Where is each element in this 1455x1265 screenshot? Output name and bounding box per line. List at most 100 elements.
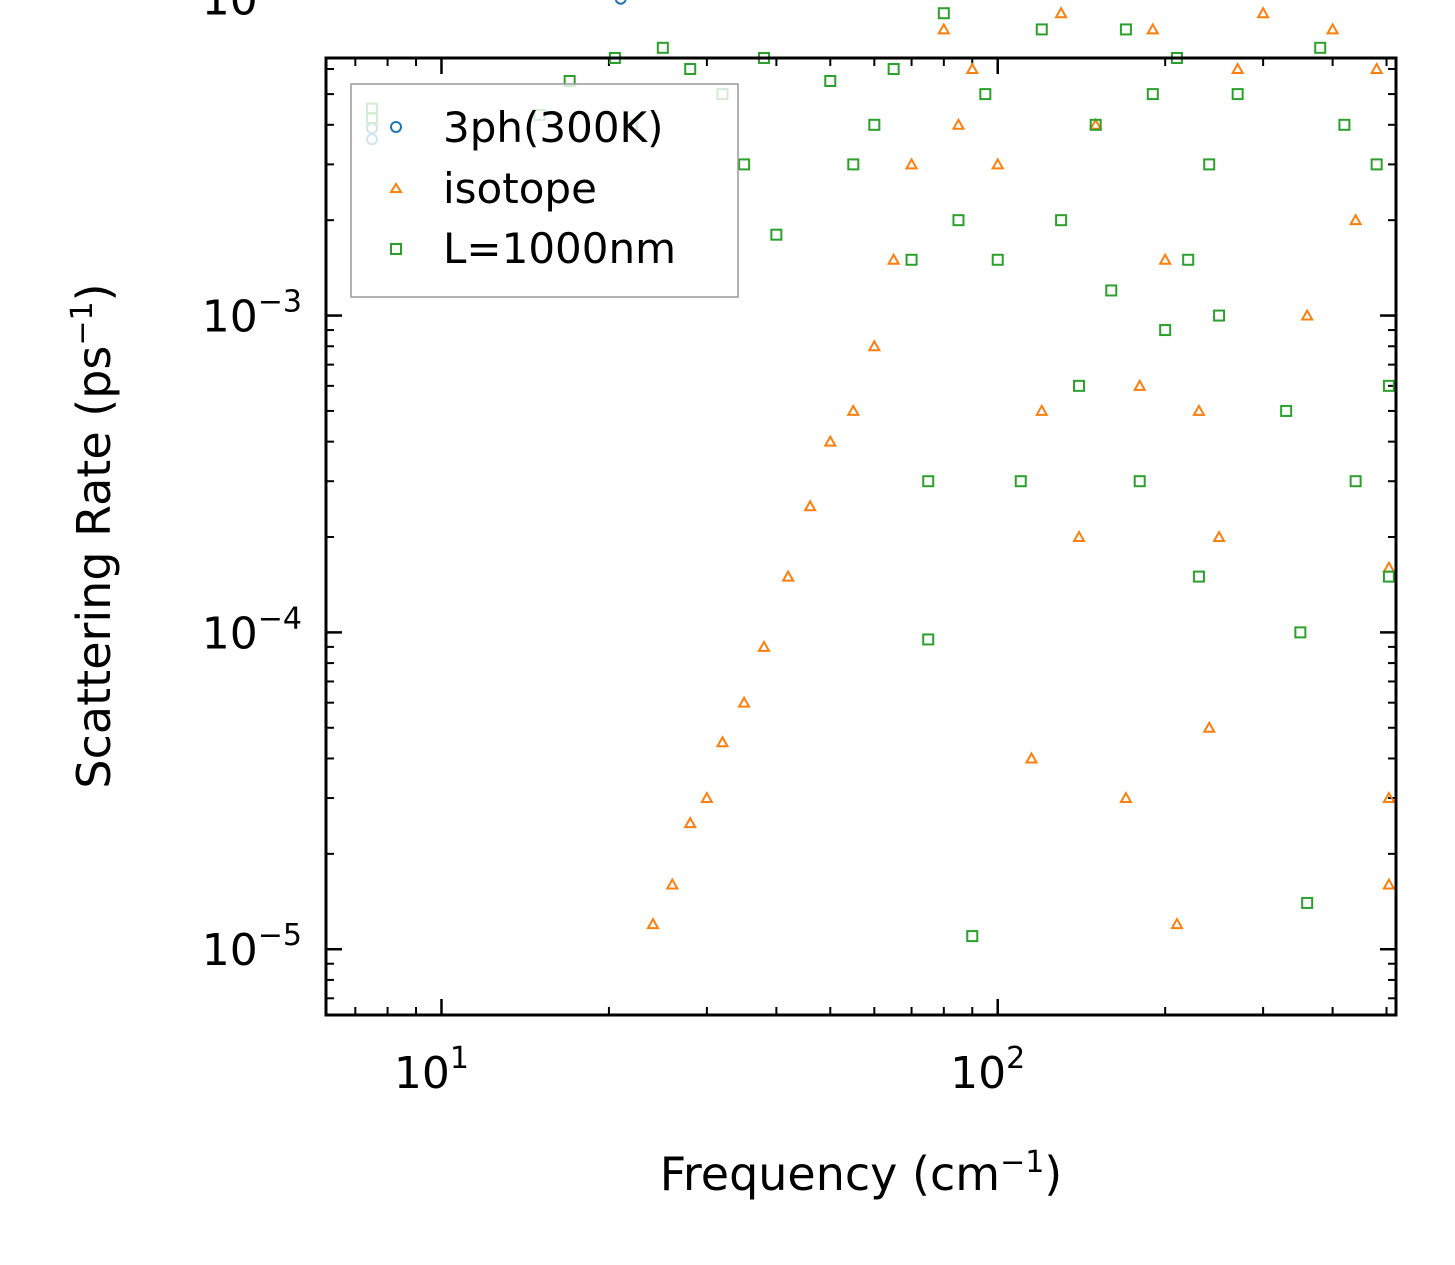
data-point — [1203, 158, 1216, 171]
y-tick-exponent: −5 — [258, 918, 302, 953]
data-point — [1133, 475, 1146, 488]
data-point — [1294, 626, 1307, 639]
y-tick-exponent: −3 — [258, 285, 302, 320]
x-tick-base: 10 — [950, 1048, 1006, 1099]
data-point — [823, 434, 837, 447]
data-point — [1119, 790, 1133, 804]
y-tick-exponent: −2 — [258, 0, 302, 3]
data-point — [1035, 403, 1049, 416]
data-point — [846, 403, 861, 416]
y-tick-base: 10 — [202, 0, 258, 26]
data-point — [614, 0, 627, 5]
data-point — [665, 877, 680, 890]
data-point — [803, 499, 817, 512]
data-point — [646, 917, 660, 930]
data-point — [922, 475, 935, 488]
y-axis-label: Scattering Rate (ps−1) — [65, 283, 121, 788]
data-point — [965, 61, 979, 75]
data-point — [824, 74, 837, 87]
data-point — [991, 157, 1005, 170]
data-point — [937, 22, 951, 35]
data-point — [1382, 570, 1395, 583]
data-point — [1230, 61, 1245, 75]
x-tick-base: 10 — [394, 1048, 450, 1099]
data-point — [1035, 23, 1048, 36]
data-point — [1146, 88, 1159, 101]
data-point — [737, 695, 751, 708]
data-point — [770, 228, 783, 241]
data-point — [1348, 213, 1363, 226]
legend-label-3ph: 3ph(300K) — [443, 103, 663, 152]
x-tick-exponent: 1 — [450, 1041, 469, 1076]
x-tick-label: 101 — [394, 1041, 469, 1099]
data-point — [1105, 284, 1118, 297]
data-point — [867, 339, 882, 352]
data-point — [905, 253, 918, 266]
data-point — [937, 7, 950, 20]
data-point — [904, 157, 919, 170]
data-point — [1212, 529, 1226, 543]
y-tick-base: 10 — [202, 608, 258, 659]
data-point — [979, 88, 992, 101]
data-point — [1170, 917, 1184, 930]
y-tick-base: 10 — [202, 292, 258, 343]
legend-label-isotope: isotope — [443, 164, 597, 213]
legend: 3ph(300K) isotope L=1000nm — [350, 83, 739, 298]
data-point — [1280, 404, 1293, 417]
data-point — [1055, 214, 1068, 227]
data-point — [1382, 790, 1396, 804]
data-point — [700, 790, 714, 804]
data-point — [1133, 378, 1147, 391]
legend-marker-l1000 — [390, 243, 402, 255]
data-point — [683, 816, 697, 829]
data-point — [1382, 379, 1395, 392]
data-point — [1014, 475, 1027, 488]
y-tick-base: 10 — [202, 925, 258, 976]
y-tick-label: 10−5 — [202, 918, 302, 976]
data-point — [1382, 560, 1396, 573]
data-point — [887, 63, 900, 76]
data-point — [1301, 896, 1314, 909]
data-point — [1158, 252, 1172, 265]
x-axis-label: Frequency (cm−1) — [660, 1145, 1063, 1201]
data-point — [951, 117, 966, 130]
data-point — [738, 158, 751, 171]
data-point — [715, 735, 730, 748]
data-point — [1382, 877, 1396, 890]
data-point — [1338, 118, 1351, 131]
data-point — [1202, 720, 1216, 733]
data-point — [656, 41, 669, 54]
data-point — [1370, 158, 1383, 171]
legend-label-l1000: L=1000nm — [443, 224, 676, 273]
data-point — [781, 569, 795, 582]
series-1 — [646, 6, 1396, 930]
y-tick-exponent: −4 — [258, 601, 302, 636]
data-point — [1300, 308, 1314, 321]
data-point — [1146, 22, 1160, 35]
data-point — [1213, 309, 1226, 322]
data-point — [1182, 253, 1195, 266]
data-point — [966, 930, 979, 943]
data-point — [1369, 61, 1384, 75]
data-point — [868, 118, 881, 131]
y-tick-label: 10−3 — [202, 285, 302, 343]
data-point — [1325, 22, 1340, 35]
data-point — [684, 63, 697, 76]
legend-box — [350, 83, 739, 298]
data-point — [952, 214, 965, 227]
data-point — [1256, 6, 1270, 19]
data-point — [1119, 23, 1132, 36]
data-point — [1088, 117, 1103, 130]
data-point — [757, 639, 771, 652]
data-point — [1089, 118, 1102, 131]
data-point — [1349, 475, 1362, 488]
data-point — [922, 633, 935, 646]
x-tick-label: 102 — [950, 1041, 1025, 1099]
major-ticks — [326, 58, 1396, 1015]
data-point — [1054, 6, 1068, 19]
data-point — [1314, 41, 1327, 54]
data-point — [991, 253, 1004, 266]
data-point — [1192, 570, 1205, 583]
data-point — [847, 158, 860, 171]
